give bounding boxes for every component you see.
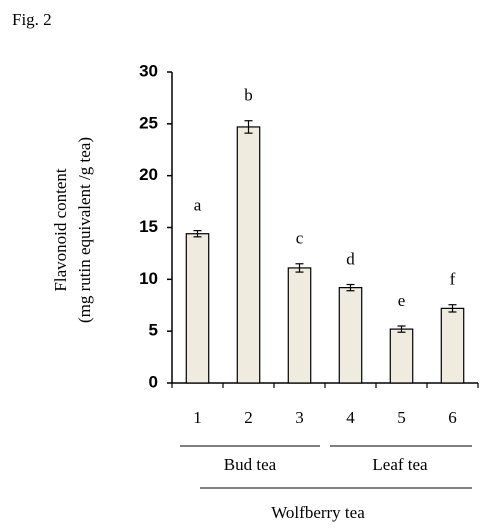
x-tick-label: 2 (244, 408, 253, 427)
error-bar (397, 325, 406, 333)
y-axis-label: (mg rutin equivalent /g tea) (75, 137, 94, 323)
y-axis-label: Flavonoid content (51, 168, 70, 292)
x-tick-label: 1 (193, 408, 202, 427)
bar (389, 328, 414, 384)
bar (287, 267, 312, 384)
error-bar (244, 120, 253, 134)
group-label: Wolfberry tea (271, 503, 365, 522)
y-tick-label: 0 (149, 372, 158, 391)
x-tick-label: 3 (295, 408, 304, 427)
significance-letter: d (346, 249, 355, 268)
figure-label: Fig. 2 (12, 10, 52, 29)
significance-letter: c (296, 229, 304, 248)
y-tick-label: 15 (139, 217, 158, 236)
error-bar (295, 263, 304, 273)
significance-letter: b (244, 86, 253, 105)
significance-letter: f (450, 270, 456, 289)
bar (440, 307, 465, 384)
group-label: Bud tea (224, 455, 277, 474)
y-tick-label: 5 (149, 321, 158, 340)
group-label: Leaf tea (372, 455, 428, 474)
error-bar (346, 283, 355, 292)
error-bar (448, 304, 457, 313)
x-tick-label: 6 (448, 408, 457, 427)
y-tick-label: 10 (139, 269, 158, 288)
significance-letter: e (398, 291, 406, 310)
y-tick-label: 20 (139, 165, 158, 184)
y-tick-label: 30 (139, 61, 158, 80)
bar (338, 287, 363, 384)
x-tick-label: 4 (346, 408, 355, 427)
error-bar (193, 230, 202, 238)
y-tick-label: 25 (139, 113, 158, 132)
bar (185, 233, 210, 384)
x-tick-label: 5 (397, 408, 406, 427)
bar (236, 126, 261, 384)
significance-letter: a (194, 196, 202, 215)
